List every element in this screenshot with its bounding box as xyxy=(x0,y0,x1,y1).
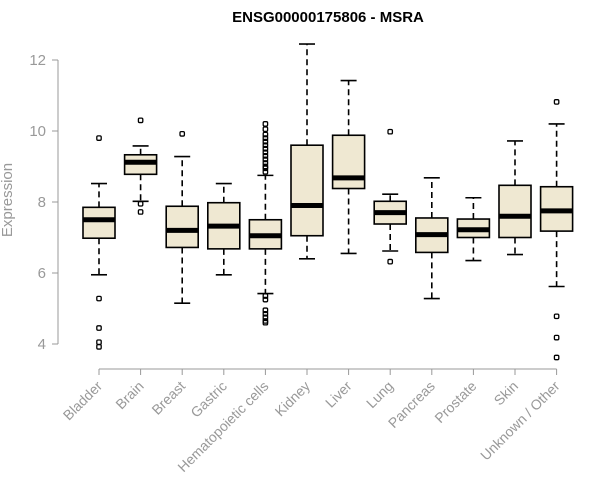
outlier-point xyxy=(262,293,269,299)
box-hematopoietic-cells xyxy=(248,121,283,326)
outlier-point xyxy=(262,156,269,163)
box-breast xyxy=(165,130,199,304)
x-tick-label: Lung xyxy=(363,378,396,411)
outlier-point xyxy=(262,149,269,156)
iqr-box xyxy=(498,184,532,239)
outlier-point xyxy=(262,126,269,133)
outlier-point xyxy=(96,325,102,331)
x-tick-label: Unknown / Other xyxy=(477,378,563,464)
outlier-point xyxy=(96,343,102,350)
outlier-point xyxy=(262,160,269,166)
outlier-point xyxy=(262,121,269,127)
chart-title: ENSG00000175806 - MSRA xyxy=(232,9,424,26)
outlier-point xyxy=(387,258,394,265)
x-tick-label: Prostate xyxy=(431,378,479,426)
x-tick-label: Breast xyxy=(148,378,188,418)
y-tick-label: 8 xyxy=(38,194,46,211)
y-tick-label: 10 xyxy=(29,123,46,140)
x-tick-label: Kidney xyxy=(272,378,314,420)
outlier-point xyxy=(96,135,102,141)
outlier-point xyxy=(262,314,269,321)
box-skin xyxy=(498,140,532,256)
outlier-point xyxy=(262,168,269,175)
outlier-point xyxy=(137,200,144,207)
outlier-point xyxy=(262,145,269,152)
box-brain xyxy=(123,117,158,215)
outlier-point xyxy=(262,165,269,172)
outlier-point xyxy=(262,138,269,145)
box-gastric xyxy=(207,182,241,276)
box-bladder xyxy=(82,135,116,350)
outlier-point xyxy=(387,128,394,135)
y-tick-label: 6 xyxy=(38,265,46,282)
outlier-point xyxy=(262,310,269,317)
outlier-point xyxy=(137,209,144,215)
outlier-point xyxy=(179,130,186,137)
y-tick-label: 12 xyxy=(29,52,46,69)
y-axis-label: Expression xyxy=(0,163,16,237)
plot-area xyxy=(82,43,574,361)
outlier-point xyxy=(262,131,269,138)
iqr-box xyxy=(165,205,199,249)
outlier-point xyxy=(553,313,560,320)
outlier-point xyxy=(96,295,102,302)
outlier-point xyxy=(262,319,269,326)
outlier-point xyxy=(553,99,560,105)
outlier-point xyxy=(553,354,560,361)
outlier-point xyxy=(262,142,269,149)
outlier-point xyxy=(262,307,269,314)
x-tick-label: Skin xyxy=(491,378,522,409)
iqr-box xyxy=(331,134,366,190)
outlier-point xyxy=(553,334,560,341)
outlier-point xyxy=(137,117,144,124)
iqr-box xyxy=(290,144,324,237)
outlier-point xyxy=(262,135,269,141)
box-liver xyxy=(331,79,366,255)
x-tick-label: Bladder xyxy=(60,378,106,424)
x-tick-label: Liver xyxy=(322,378,355,411)
x-tick-label: Brain xyxy=(112,378,146,412)
iqr-box xyxy=(82,206,116,240)
box-pancreas xyxy=(414,177,449,300)
outlier-point xyxy=(262,152,269,159)
outlier-point xyxy=(96,339,102,346)
box-kidney xyxy=(290,43,324,260)
box-unknown-other xyxy=(539,99,574,361)
box-prostate xyxy=(456,196,491,262)
y-tick-label: 4 xyxy=(38,336,46,353)
outlier-point xyxy=(262,296,269,303)
box-lung xyxy=(373,128,408,265)
